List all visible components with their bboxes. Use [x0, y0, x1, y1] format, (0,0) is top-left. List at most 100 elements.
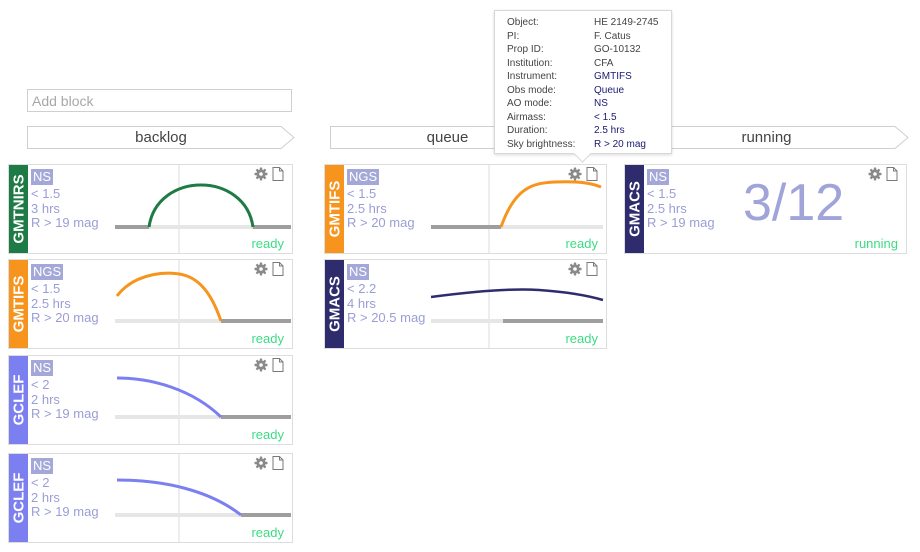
tooltip-key: PI:	[507, 30, 520, 42]
tooltip-row-obs-mode: Obs mode: Queue	[507, 85, 667, 98]
visibility-chart	[115, 260, 291, 348]
ao-mode-badge: NS	[31, 360, 54, 376]
status-ready: ready	[565, 331, 598, 346]
instrument-tab: GCLEF	[9, 454, 28, 542]
document-icon[interactable]	[272, 262, 284, 276]
gear-icon[interactable]	[254, 262, 268, 276]
document-icon[interactable]	[272, 456, 284, 470]
block-card[interactable]: GMTIFS NGS < 1.5 2.5 hrs R > 20 mag read…	[8, 259, 293, 349]
card-icons	[254, 456, 284, 470]
tooltip-key: Object:	[507, 17, 539, 28]
status-ready: ready	[565, 236, 598, 251]
add-block-input[interactable]	[27, 89, 292, 112]
column-header-running: running	[624, 126, 909, 149]
column-header-backlog: backlog	[27, 126, 295, 149]
visibility-chart	[430, 260, 604, 348]
gear-icon[interactable]	[254, 358, 268, 372]
airmass-curve	[147, 183, 255, 228]
instrument-tab: GMTNIRS	[9, 165, 28, 253]
document-icon[interactable]	[272, 358, 284, 372]
tooltip-value: 2.5 hrs	[594, 125, 625, 136]
gear-icon[interactable]	[568, 262, 582, 276]
tooltip-value: HE 2149-2745	[594, 17, 659, 28]
block-card[interactable]: GMACS NS < 1.5 2.5 hrs R > 19 mag 3/12 r…	[624, 164, 907, 254]
duration-text: 2.5 hrs	[31, 295, 71, 311]
document-icon[interactable]	[586, 262, 598, 276]
block-card[interactable]: GMTNIRS NS < 1.5 3 hrs R > 19 mag ready	[8, 164, 293, 254]
sky-brightness-text: R > 19 mag	[31, 215, 99, 230]
card-icons	[254, 262, 284, 276]
card-icons	[568, 262, 598, 276]
tooltip-key: Institution:	[507, 57, 553, 69]
duration-text: 3 hrs	[31, 200, 60, 216]
column-label-queue: queue	[426, 129, 469, 146]
ao-mode-badge: NGS	[347, 169, 380, 185]
instrument-tab: GMTIFS	[325, 165, 344, 253]
block-card[interactable]: GCLEF NS < 2 2 hrs R > 19 mag ready	[8, 355, 293, 445]
gear-icon[interactable]	[868, 167, 882, 181]
airmass-curve	[115, 271, 223, 322]
ao-mode-badge: NS	[31, 458, 54, 474]
card-icons	[254, 358, 284, 372]
airmass-text: < 2.2	[347, 281, 377, 296]
document-icon[interactable]	[586, 167, 598, 181]
constraints: < 1.5 2.5 hrs R > 20 mag	[347, 186, 415, 231]
tooltip-row-sky-brightness: Sky brightness: R > 20 mag	[507, 139, 667, 152]
tooltip-key: Airmass:	[507, 111, 546, 123]
tooltip-row-airmass: Airmass: < 1.5	[507, 112, 667, 125]
tooltip-value: GMTIFS	[594, 71, 632, 82]
card-icons	[568, 167, 598, 181]
tooltip-key: Prop ID:	[507, 44, 544, 55]
ao-mode-badge: NS	[31, 169, 54, 185]
sky-brightness-text: R > 20 mag	[347, 215, 415, 230]
airmass-text: < 2	[31, 377, 50, 392]
constraints: < 2 2 hrs R > 19 mag	[31, 475, 99, 520]
airmass-curve	[116, 376, 223, 419]
exposure-progress: 3/12	[743, 174, 845, 232]
block-card[interactable]: GMACS NS < 2.2 4 hrs R > 20.5 mag ready	[324, 259, 607, 349]
tooltip-value: F. Catus	[594, 30, 631, 42]
tooltip-value: < 1.5	[594, 111, 617, 123]
column-header-arrow	[27, 126, 295, 149]
status-ready: ready	[251, 525, 284, 540]
tooltip-row-institution: Institution: CFA	[507, 58, 667, 71]
sky-brightness-text: R > 20 mag	[31, 310, 99, 325]
ao-mode-badge: NS	[347, 264, 370, 280]
gear-icon[interactable]	[254, 167, 268, 181]
gear-icon[interactable]	[254, 456, 268, 470]
constraints: < 2 2 hrs R > 19 mag	[31, 377, 99, 422]
document-icon[interactable]	[272, 167, 284, 181]
duration-text: 2.5 hrs	[647, 200, 687, 216]
duration-text: 2.5 hrs	[347, 200, 387, 216]
constraints: < 1.5 2.5 hrs R > 20 mag	[31, 281, 99, 326]
block-card[interactable]: GCLEF NS < 2 2 hrs R > 19 mag ready	[8, 453, 293, 543]
constraints: < 1.5 3 hrs R > 19 mag	[31, 186, 99, 231]
airmass-curve	[116, 478, 242, 517]
airmass-text: < 1.5	[647, 186, 677, 201]
visibility-chart	[431, 165, 603, 253]
document-icon[interactable]	[886, 167, 898, 181]
tooltip-row-prop-id: Prop ID: GO-10132	[507, 44, 667, 57]
tooltip-row-duration: Duration: 2.5 hrs	[507, 125, 667, 138]
visibility-chart	[115, 356, 291, 444]
tooltip-value: R > 20 mag	[594, 138, 646, 150]
instrument-tab: GMACS	[325, 260, 344, 348]
instrument-label: GMTNIRS	[10, 174, 27, 244]
block-details-tooltip: Object: HE 2149-2745 PI: F. Catus Prop ID:…	[494, 10, 672, 163]
airmass-text: < 2	[31, 475, 50, 490]
airmass-curve	[499, 180, 602, 228]
instrument-label: GCLEF	[10, 374, 27, 426]
ao-mode-badge: NS	[647, 169, 670, 185]
status-ready: ready	[251, 427, 284, 442]
sky-brightness-text: R > 20.5 mag	[347, 310, 426, 325]
duration-text: 2 hrs	[31, 391, 60, 407]
instrument-label: GCLEF	[10, 472, 27, 524]
instrument-tab: GCLEF	[9, 356, 28, 444]
airmass-text: < 1.5	[347, 186, 377, 201]
block-card[interactable]: GMTIFS NGS < 1.5 2.5 hrs R > 20 mag read…	[324, 164, 607, 254]
visibility-chart	[115, 165, 291, 253]
card-icons	[868, 167, 898, 181]
gear-icon[interactable]	[568, 167, 582, 181]
airmass-curve	[430, 288, 604, 302]
tooltip-row-instrument: Instrument: GMTIFS	[507, 71, 667, 84]
